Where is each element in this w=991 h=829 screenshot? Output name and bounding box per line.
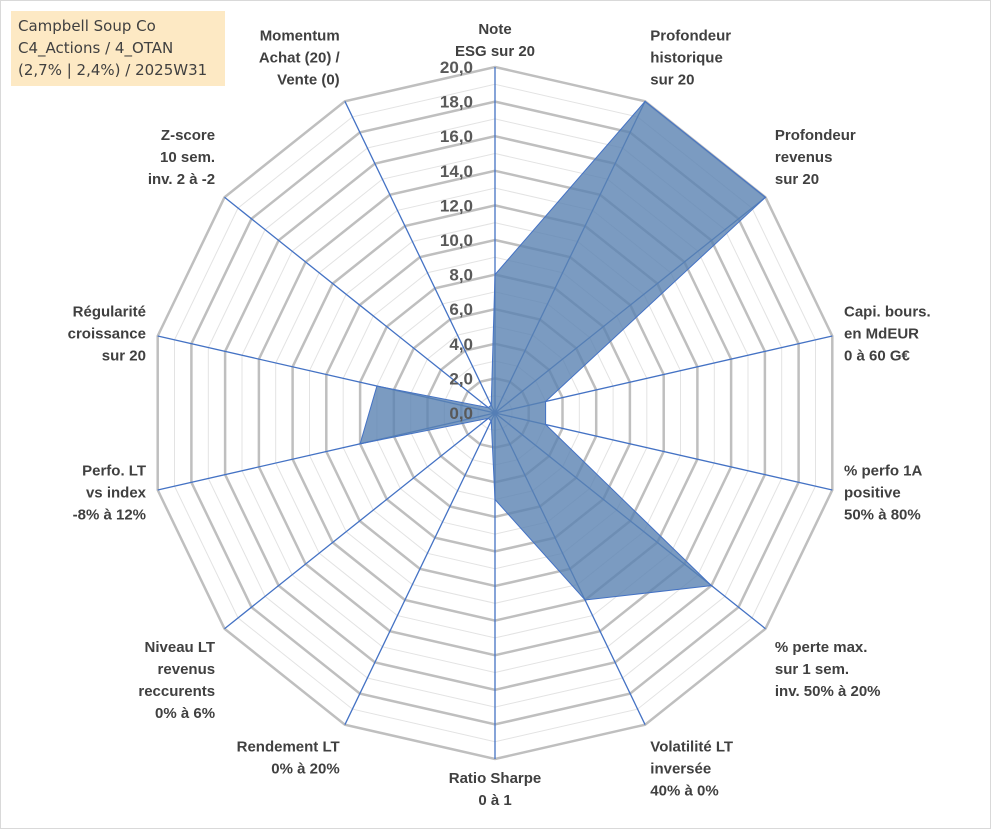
tick-label: 14,0 bbox=[440, 162, 473, 181]
axis-label: Profondeur historique sur 20 bbox=[650, 28, 731, 89]
tick-label: 4,0 bbox=[449, 335, 473, 354]
tick-label: 10,0 bbox=[440, 231, 473, 250]
period-label: (2,7% | 2,4%) / 2025W31 bbox=[18, 61, 208, 79]
axis-label: Niveau LT revenus reccurents 0% à 6% bbox=[138, 639, 215, 722]
tick-label: 2,0 bbox=[449, 369, 473, 388]
axis-spoke bbox=[224, 196, 496, 414]
tick-label: 12,0 bbox=[440, 196, 473, 215]
axis-spoke bbox=[494, 412, 833, 491]
axis-label: Momentum Achat (20) / Vente (0) bbox=[259, 28, 341, 89]
axis-label: Capi. bours. en MdEUR 0 à 60 G€ bbox=[844, 303, 931, 364]
axis-label: Profondeur revenus sur 20 bbox=[775, 127, 856, 188]
axis-spoke bbox=[494, 335, 833, 414]
axis-label: Volatilité LT inversée 40% à 0% bbox=[650, 739, 733, 800]
data-series bbox=[359, 100, 767, 601]
tick-label: 20,0 bbox=[440, 58, 473, 77]
axis-label: % perfo 1A positive 50% à 80% bbox=[844, 463, 923, 524]
portfolio-label: C4_Actions / 4_OTAN bbox=[18, 39, 174, 57]
axis-spoke bbox=[224, 412, 496, 630]
axis-spoke bbox=[344, 412, 496, 725]
axis-label: Régularité croissance sur 20 bbox=[68, 303, 146, 364]
axis-spoke bbox=[344, 101, 496, 414]
axis-label: Rendement LT 0% à 20% bbox=[237, 739, 340, 778]
tick-label: 6,0 bbox=[449, 300, 473, 319]
tick-label: 18,0 bbox=[440, 93, 473, 112]
tick-labels: 0,0 2,0 4,0 6,0 8,0 10,0 12,0 14,0 16,0 18,0 20,0 bbox=[440, 58, 473, 423]
axis-label: % perte max. sur 1 sem. inv. 50% à 20% bbox=[775, 639, 881, 700]
series-area bbox=[359, 100, 767, 601]
tick-label: 16,0 bbox=[440, 127, 473, 146]
info-box: Campbell Soup Co C4_Actions / 4_OTAN (2,… bbox=[11, 11, 225, 86]
axis-label: Ratio Sharpe 0 à 1 bbox=[449, 770, 542, 809]
axis-label: Perfo. LT vs index -8% à 12% bbox=[73, 463, 147, 524]
tick-label: 8,0 bbox=[449, 266, 473, 285]
axis-label: Note ESG sur 20 bbox=[455, 21, 535, 60]
axis-label: Z-score 10 sem. inv. 2 à -2 bbox=[148, 127, 215, 188]
tick-label: 0,0 bbox=[449, 404, 473, 423]
company-name: Campbell Soup Co bbox=[18, 17, 156, 35]
axis-labels: Note ESG sur 20 Profondeur historique sur 20… bbox=[68, 21, 931, 809]
